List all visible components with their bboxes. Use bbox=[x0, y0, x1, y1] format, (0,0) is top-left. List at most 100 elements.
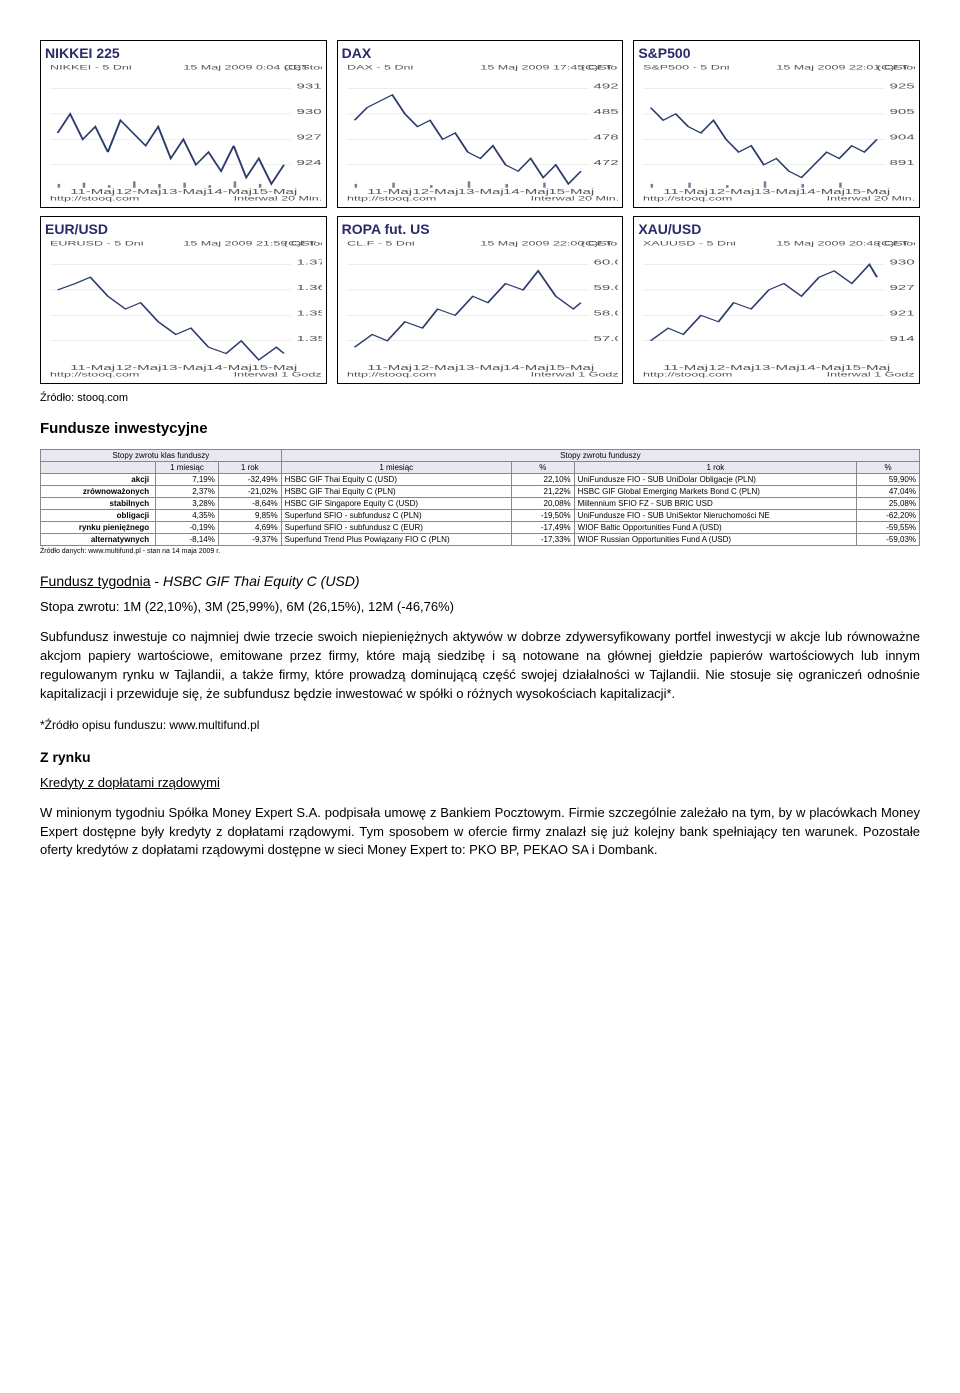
svg-text:4780: 4780 bbox=[593, 132, 618, 141]
svg-text:13-Maj: 13-Maj bbox=[161, 187, 207, 196]
svg-text:925.2: 925.2 bbox=[890, 81, 915, 90]
table-row: zrównoważonych2,37%-21,02%HSBC GIF Thai … bbox=[41, 486, 920, 498]
subhead-market: Z rynku bbox=[40, 749, 920, 765]
svg-text:Interwal 20 Min.: Interwal 20 Min. bbox=[234, 195, 322, 202]
chart-title: EUR/USD bbox=[45, 221, 322, 237]
table-header-left: Stopy zwrotu klas funduszy bbox=[41, 450, 282, 462]
svg-text:4920: 4920 bbox=[593, 81, 618, 90]
fund-week-name: HSBC GIF Thai Equity C (USD) bbox=[163, 573, 360, 589]
svg-text:(C)Stooq: (C)Stooq bbox=[284, 64, 322, 71]
svg-text:891.9: 891.9 bbox=[890, 158, 915, 167]
svg-text:Interwal 1 Godz.: Interwal 1 Godz. bbox=[234, 371, 322, 378]
chart-canvas: EURUSD - 5 Dni 15 Maj 2009 21:59 CET (C)… bbox=[45, 239, 322, 379]
table-row: rynku pieniężnego-0,19%4,69%Superfund SF… bbox=[41, 522, 920, 534]
svg-text:13-Maj: 13-Maj bbox=[754, 363, 800, 372]
svg-text:59.04: 59.04 bbox=[593, 283, 618, 292]
svg-text:http://stooq.com: http://stooq.com bbox=[643, 371, 732, 378]
svg-text:9300: 9300 bbox=[297, 107, 322, 116]
table-row: akcji7,19%-32,49%HSBC GIF Thai Equity C … bbox=[41, 474, 920, 486]
fund-of-week: Fundusz tygodnia - HSBC GIF Thai Equity … bbox=[40, 573, 920, 589]
svg-text:60.04: 60.04 bbox=[593, 257, 618, 266]
svg-text:13-Maj: 13-Maj bbox=[754, 187, 800, 196]
chart-row-2: EUR/USD EURUSD - 5 Dni 15 Maj 2009 21:59… bbox=[40, 216, 920, 384]
svg-text:http://stooq.com: http://stooq.com bbox=[347, 371, 436, 378]
svg-text:1.365: 1.365 bbox=[297, 283, 322, 292]
svg-text:9270: 9270 bbox=[297, 132, 322, 141]
funds-table: Stopy zwrotu klas funduszy Stopy zwrotu … bbox=[40, 449, 920, 546]
col-1y: 1 rok bbox=[218, 462, 281, 474]
svg-text:930.9: 930.9 bbox=[890, 257, 915, 266]
chart-title: S&P500 bbox=[638, 45, 915, 61]
chart-canvas: XAUUSD - 5 Dni 15 Maj 2009 20:48 CET (C)… bbox=[638, 239, 915, 379]
chart-dax: DAX DAX - 5 Dni 15 Maj 2009 17:45 CET (C… bbox=[337, 40, 624, 208]
svg-text:XAUUSD - 5 Dni: XAUUSD - 5 Dni bbox=[643, 240, 736, 247]
svg-text:927.6: 927.6 bbox=[890, 283, 915, 292]
svg-text:13-Maj: 13-Maj bbox=[457, 363, 503, 372]
table-footnote: Źródło danych: www.multifund.pl - stan n… bbox=[40, 548, 920, 555]
chart-xauusd: XAU/USD XAUUSD - 5 Dni 15 Maj 2009 20:48… bbox=[633, 216, 920, 384]
chart-title: NIKKEI 225 bbox=[45, 45, 322, 61]
svg-text:9245: 9245 bbox=[297, 158, 322, 167]
chart-title: XAU/USD bbox=[638, 221, 915, 237]
chart-title: DAX bbox=[342, 45, 619, 61]
svg-text:http://stooq.com: http://stooq.com bbox=[50, 371, 139, 378]
chart-canvas: S&P500 - 5 Dni 15 Maj 2009 22:01 CET (C)… bbox=[638, 63, 915, 203]
svg-text:9315: 9315 bbox=[297, 81, 322, 90]
chart-canvas: NIKKEI - 5 Dni 15 Maj 2009 0:04 CET (C)S… bbox=[45, 63, 322, 203]
svg-text:EURUSD - 5 Dni: EURUSD - 5 Dni bbox=[50, 240, 144, 247]
svg-text:S&P500 - 5 Dni: S&P500 - 5 Dni bbox=[643, 64, 730, 71]
svg-text:1.372: 1.372 bbox=[297, 257, 322, 266]
subsubhead-loans: Kredyty z dopłatami rządowymi bbox=[40, 775, 920, 790]
svg-text:4850: 4850 bbox=[593, 107, 618, 116]
returns-line: Stopa zwrotu: 1M (22,10%), 3M (25,99%), … bbox=[40, 599, 920, 614]
chart-sp500: S&P500 S&P500 - 5 Dni 15 Maj 2009 22:01 … bbox=[633, 40, 920, 208]
chart-oil: ROPA fut. US CL.F - 5 Dni 15 Maj 2009 22… bbox=[337, 216, 624, 384]
svg-text:921.2: 921.2 bbox=[890, 308, 915, 317]
chart-canvas: CL.F - 5 Dni 15 Maj 2009 22:00 CET (C)St… bbox=[342, 239, 619, 379]
svg-text:NIKKEI - 5 Dni: NIKKEI - 5 Dni bbox=[50, 64, 132, 71]
svg-text:Interwal 1 Godz.: Interwal 1 Godz. bbox=[530, 371, 618, 378]
table-header-right: Stopy zwrotu funduszy bbox=[281, 450, 919, 462]
table-row: stabilnych3,28%-8,64%HSBC GIF Singapore … bbox=[41, 498, 920, 510]
svg-text:13-Maj: 13-Maj bbox=[161, 363, 207, 372]
chart-row-1: NIKKEI 225 NIKKEI - 5 Dni 15 Maj 2009 0:… bbox=[40, 40, 920, 208]
svg-text:4720: 4720 bbox=[593, 158, 618, 167]
svg-text:(C)Stooq: (C)Stooq bbox=[877, 240, 915, 247]
chart-canvas: DAX - 5 Dni 15 Maj 2009 17:45 CET (C)Sto… bbox=[342, 63, 619, 203]
market-paragraph: W minionym tygodniu Spółka Money Expert … bbox=[40, 804, 920, 861]
table-row: alternatywnych-8,14%-9,37%Superfund Tren… bbox=[41, 534, 920, 546]
col-pct-1m: % bbox=[511, 462, 574, 474]
chart-source: Źródło: stooq.com bbox=[40, 392, 920, 404]
section-title-funds: Fundusze inwestycyjne bbox=[40, 420, 920, 437]
svg-text:http://stooq.com: http://stooq.com bbox=[347, 195, 436, 202]
svg-text:http://stooq.com: http://stooq.com bbox=[643, 195, 732, 202]
svg-text:CL.F - 5 Dni: CL.F - 5 Dni bbox=[347, 240, 415, 247]
svg-text:13-Maj: 13-Maj bbox=[457, 187, 503, 196]
table-row: obligacji4,35%9,85%Superfund SFIO - subf… bbox=[41, 510, 920, 522]
svg-text:904.9: 904.9 bbox=[890, 132, 915, 141]
col-1m: 1 miesiąc bbox=[156, 462, 219, 474]
fund-week-label: Fundusz tygodnia bbox=[40, 573, 151, 589]
svg-text:Interwal 20 Min.: Interwal 20 Min. bbox=[827, 195, 915, 202]
svg-text:Interwal 1 Godz.: Interwal 1 Godz. bbox=[827, 371, 915, 378]
col-fund-1m: 1 miesiąc bbox=[281, 462, 511, 474]
chart-title: ROPA fut. US bbox=[342, 221, 619, 237]
chart-eurusd: EUR/USD EURUSD - 5 Dni 15 Maj 2009 21:59… bbox=[40, 216, 327, 384]
svg-text:http://stooq.com: http://stooq.com bbox=[50, 195, 139, 202]
svg-text:905.6: 905.6 bbox=[890, 107, 915, 116]
svg-text:(C)Stooq: (C)Stooq bbox=[284, 240, 322, 247]
svg-text:Interwal 20 Min.: Interwal 20 Min. bbox=[530, 195, 618, 202]
chart-nikkei: NIKKEI 225 NIKKEI - 5 Dni 15 Maj 2009 0:… bbox=[40, 40, 327, 208]
col-pct-1y: % bbox=[857, 462, 920, 474]
svg-text:58.05: 58.05 bbox=[593, 308, 618, 317]
svg-text:(C)Stooq: (C)Stooq bbox=[581, 240, 619, 247]
svg-text:(C)Stooq: (C)Stooq bbox=[581, 64, 619, 71]
svg-text:914.9: 914.9 bbox=[890, 334, 915, 343]
svg-text:1.3522: 1.3522 bbox=[297, 334, 322, 343]
svg-text:(C)Stooq: (C)Stooq bbox=[877, 64, 915, 71]
fund-description: Subfundusz inwestuje co najmniej dwie tr… bbox=[40, 628, 920, 703]
svg-text:57.06: 57.06 bbox=[593, 334, 618, 343]
col-fund-1y: 1 rok bbox=[574, 462, 857, 474]
svg-text:DAX - 5 Dni: DAX - 5 Dni bbox=[347, 64, 413, 71]
source-note: *Źródło opisu funduszu: www.multifund.pl bbox=[40, 717, 920, 734]
